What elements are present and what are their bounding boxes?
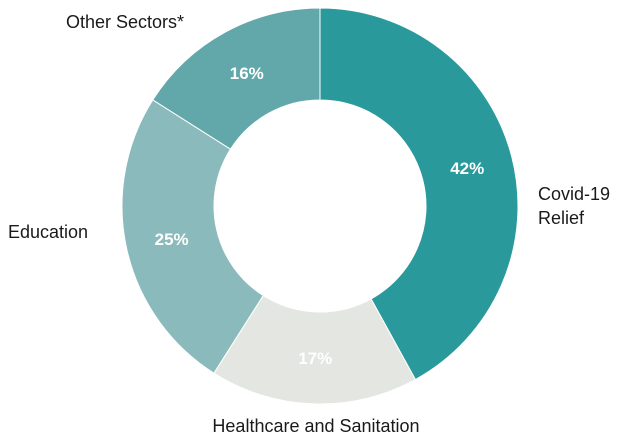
category-label-other-sectors: Other Sectors* <box>66 12 184 32</box>
category-label-healthcare-and-sanitation: Healthcare and Sanitation <box>212 416 419 436</box>
category-label-covid-19-relief: Covid-19 Relief <box>538 184 610 228</box>
category-label-line: Education <box>8 222 88 242</box>
category-label-education: Education <box>8 222 88 242</box>
percent-label-education: 25% <box>155 230 189 249</box>
slice-other-sectors <box>152 7 321 150</box>
category-label-line: Healthcare and Sanitation <box>212 416 419 436</box>
category-label-line: Covid-19 <box>538 184 610 204</box>
category-label-line: Other Sectors* <box>66 12 184 32</box>
percent-label-healthcare-and-sanitation: 17% <box>298 349 332 368</box>
percent-label-covid-19-relief: 42% <box>450 159 484 178</box>
percent-label-other-sectors: 16% <box>230 64 264 83</box>
slice-education <box>121 99 264 374</box>
category-label-line: Relief <box>538 208 585 228</box>
slice-healthcare-and-sanitation <box>213 294 417 405</box>
percent-labels: 42% 17% 25% 16% <box>155 64 485 368</box>
category-labels: Covid-19 Relief Healthcare and Sanitation E… <box>8 12 610 436</box>
donut-slices <box>121 7 519 405</box>
slice-covid-19-relief <box>319 7 519 381</box>
